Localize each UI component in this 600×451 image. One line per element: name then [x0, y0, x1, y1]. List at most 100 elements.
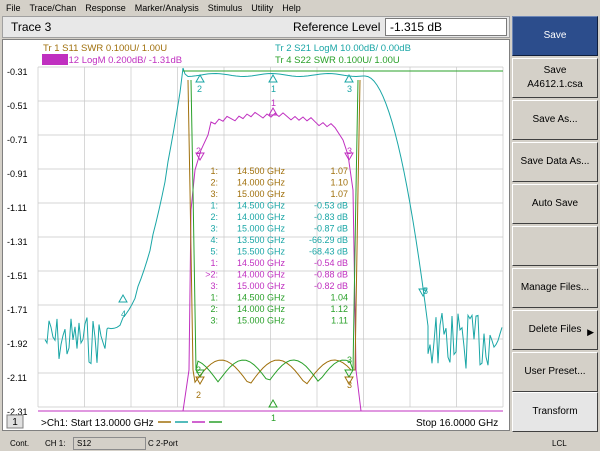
- marker-readout-row: >2: 14.000 GHz -0.88 dB: [205, 270, 348, 280]
- softkey-auto-save[interactable]: Auto Save: [512, 184, 598, 224]
- y-tick-label: -0.31: [7, 67, 28, 77]
- marker-index: 3:: [210, 224, 218, 234]
- y-tick-labels: -0.31 -0.51 -0.71 -0.91 -1.11 -1.31 -1.51 -1.71…: [7, 67, 28, 417]
- start-frequency: >Ch1: Start 13.0000 GHz: [41, 418, 154, 429]
- marker-index: 1:: [210, 201, 218, 211]
- menu-file[interactable]: File: [6, 2, 21, 13]
- marker-readout-row: 5: 15.500 GHz -68.43 dB: [210, 247, 348, 257]
- marker-frequency: 13.500 GHz: [237, 235, 286, 245]
- menu-utility[interactable]: Utility: [251, 2, 274, 13]
- marker-number: 3: [347, 355, 352, 365]
- softkey-save[interactable]: Save: [512, 16, 598, 56]
- trace-s21-curve: [44, 67, 503, 369]
- softkey-save-a4612-1-csa[interactable]: Save A4612.1.csa: [512, 58, 598, 98]
- trace-legend-entry[interactable]: Tr 2 S21 LogM 10.00dB/ 0.00dB: [275, 43, 411, 54]
- softkey-save-as[interactable]: Save As...: [512, 100, 598, 140]
- sweep-mode: Cont.: [10, 439, 30, 448]
- reference-level-input[interactable]: -1.315 dB: [385, 18, 507, 36]
- softkey-delete-files[interactable]: Delete Files ▶: [512, 310, 598, 350]
- marker-value: 1.10: [330, 178, 348, 188]
- active-parameter-box: [73, 437, 146, 450]
- marker-index: 2:: [210, 304, 218, 314]
- marker-readout-row: 4: 13.500 GHz -66.29 dB: [210, 235, 348, 245]
- reference-level-label: Reference Level: [293, 20, 381, 34]
- softkey-blank[interactable]: [512, 226, 598, 266]
- menu-marker-analysis[interactable]: Marker/Analysis: [134, 2, 199, 13]
- plot-area[interactable]: -0.31 -0.51 -0.71 -0.91 -1.11 -1.31 -1.51 -1.71…: [2, 39, 510, 431]
- marker-triangle[interactable]: [344, 152, 354, 162]
- marker-value: -0.82 dB: [314, 281, 348, 291]
- menu-response[interactable]: Response: [85, 2, 126, 13]
- marker-number: 5: [423, 286, 428, 296]
- marker-value: -0.53 dB: [314, 201, 348, 211]
- trace-legend-entry[interactable]: Tr 1 S11 SWR 0.100U/ 1.00U: [43, 43, 167, 54]
- marker-triangle[interactable]: [418, 288, 428, 298]
- marker-triangle[interactable]: [268, 106, 278, 116]
- marker-value: -0.83 dB: [314, 212, 348, 222]
- y-tick-label: -2.31: [7, 407, 28, 417]
- marker-number: 3: [347, 146, 352, 156]
- softkey-manage-files[interactable]: Manage Files...: [512, 268, 598, 308]
- softkey-transform[interactable]: Transform: [512, 392, 598, 432]
- trace-s12-curve: [182, 111, 362, 412]
- menu-stimulus[interactable]: Stimulus: [207, 2, 243, 13]
- trace-legend-entry[interactable]: Tr 4 S22 SWR 0.100U/ 1.00U: [275, 55, 400, 66]
- port-config: C 2-Port: [148, 439, 178, 448]
- marker-readout-row: 3: 15.000 GHz 1.07: [210, 189, 348, 199]
- marker-value: 1.12: [330, 304, 348, 314]
- marker-triangle[interactable]: [268, 73, 278, 83]
- marker-readout-row: 3: 15.000 GHz 1.11: [210, 316, 348, 326]
- marker-triangle[interactable]: [344, 73, 354, 83]
- marker-triangle[interactable]: [195, 369, 205, 379]
- channel-label: CH 1:: [45, 439, 66, 448]
- softkey-save-data-as[interactable]: Save Data As...: [512, 142, 598, 182]
- marker-index: 1:: [210, 258, 218, 268]
- menu-trace-chan[interactable]: Trace/Chan: [29, 2, 77, 13]
- channel-number: 1: [12, 417, 18, 428]
- marker-number: 2: [197, 84, 202, 94]
- marker-frequency: 14.500 GHz: [237, 201, 286, 211]
- grid: [37, 66, 504, 408]
- marker-readout-table: 1: 14.500 GHz 1.07 2: 14.000 GHz 1.10 3: 15.000…: [205, 166, 348, 326]
- marker-readout-row: 1: 14.500 GHz -0.54 dB: [210, 258, 348, 268]
- marker-triangle[interactable]: [268, 398, 278, 408]
- marker-readout-row: 1: 14.500 GHz 1.04: [210, 293, 348, 303]
- marker-number: 2: [196, 390, 201, 400]
- trace-legend: Tr 1 S11 SWR 0.100U/ 1.00U Tr 2 S21 LogM …: [42, 43, 411, 66]
- softkey-panel: Save Save A4612.1.csa Save As... Save Data …: [512, 16, 599, 434]
- marker-frequency: 14.500 GHz: [237, 166, 286, 176]
- y-tick-label: -1.31: [7, 237, 28, 247]
- marker-number: 2: [196, 146, 201, 156]
- marker-triangle[interactable]: [344, 369, 354, 379]
- marker-value: 1.07: [330, 189, 348, 199]
- marker-readout-row: 3: 15.000 GHz -0.87 dB: [210, 224, 348, 234]
- marker-readout-row: 1: 14.500 GHz -0.53 dB: [210, 201, 348, 211]
- softkey-user-preset[interactable]: User Preset...: [512, 352, 598, 392]
- marker-value: 1.07: [330, 166, 348, 176]
- marker-index: 3:: [210, 189, 218, 199]
- trace-legend-entry[interactable]: Tr 3 S12 LogM 0.200dB/ -1.31dB: [43, 55, 182, 66]
- marker-triangle[interactable]: [195, 152, 205, 162]
- y-tick-label: -0.71: [7, 135, 28, 145]
- trace-s11-curve: [187, 79, 361, 385]
- menu-help[interactable]: Help: [282, 2, 301, 13]
- y-tick-label: -1.51: [7, 271, 28, 281]
- marker-triangle[interactable]: [118, 293, 128, 303]
- channel-number-box[interactable]: [6, 414, 24, 429]
- marker-number: 3: [347, 380, 352, 390]
- marker-index: >2:: [205, 270, 218, 280]
- marker-triangle[interactable]: [195, 376, 205, 386]
- marker-value: 1.04: [330, 293, 348, 303]
- y-tick-label: -2.11: [7, 373, 27, 383]
- softkey-label: Auto Save: [531, 198, 579, 209]
- y-tick-label: -0.51: [7, 101, 28, 111]
- marker-number: 2: [196, 365, 201, 375]
- marker-triangle[interactable]: [344, 376, 354, 386]
- marker-triangle[interactable]: [195, 73, 205, 83]
- softkey-label: Save: [543, 30, 567, 41]
- softkey-label: Save As...: [532, 114, 578, 125]
- softkey-label: Delete Files: [528, 324, 582, 335]
- marker-value: 1.11: [331, 316, 348, 326]
- marker-frequency: 15.000 GHz: [237, 189, 286, 199]
